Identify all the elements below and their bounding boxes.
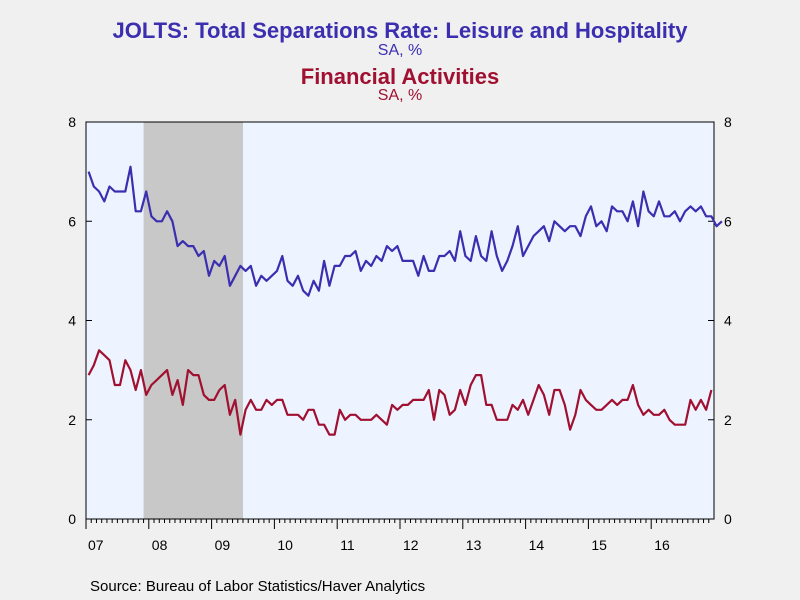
chart-title-series2: Financial Activities [300, 64, 500, 89]
x-tick-label: 16 [654, 537, 670, 553]
series-line-leisure-hospitality [87, 165, 723, 297]
x-tick-label: 15 [591, 537, 607, 553]
x-tick-label: 09 [215, 537, 231, 553]
x-tick-label: 08 [152, 537, 168, 553]
y-tick-label-left: 4 [68, 313, 76, 329]
x-tick-label: 14 [529, 537, 545, 553]
x-tick-label: 13 [466, 537, 482, 553]
x-tick-label: 12 [403, 537, 419, 553]
chart-subtitle-series1: SA, % [377, 42, 423, 59]
x-tick-label: 10 [277, 537, 293, 553]
x-tick-label: 07 [88, 537, 104, 553]
source-note: Source: Bureau of Labor Statistics/Haver… [90, 578, 426, 595]
y-tick-label-left: 0 [68, 511, 76, 527]
y-tick-label-right: 4 [724, 313, 732, 329]
y-tick-label-left: 6 [68, 213, 76, 229]
recession-shading [143, 122, 243, 519]
y-tick-label-right: 8 [724, 114, 732, 130]
series-line-financial-activities [87, 349, 713, 436]
x-tick-label: 11 [340, 537, 355, 553]
y-tick-label-left: 8 [68, 114, 76, 130]
y-tick-label-left: 2 [68, 412, 76, 428]
chart-subtitle-series2: SA, % [377, 87, 423, 104]
y-tick-label-right: 6 [724, 213, 732, 229]
chart-title-series1: JOLTS: Total Separations Rate: Leisure a… [112, 18, 688, 43]
y-tick-label-right: 2 [724, 412, 732, 428]
y-tick-label-right: 0 [724, 511, 732, 527]
